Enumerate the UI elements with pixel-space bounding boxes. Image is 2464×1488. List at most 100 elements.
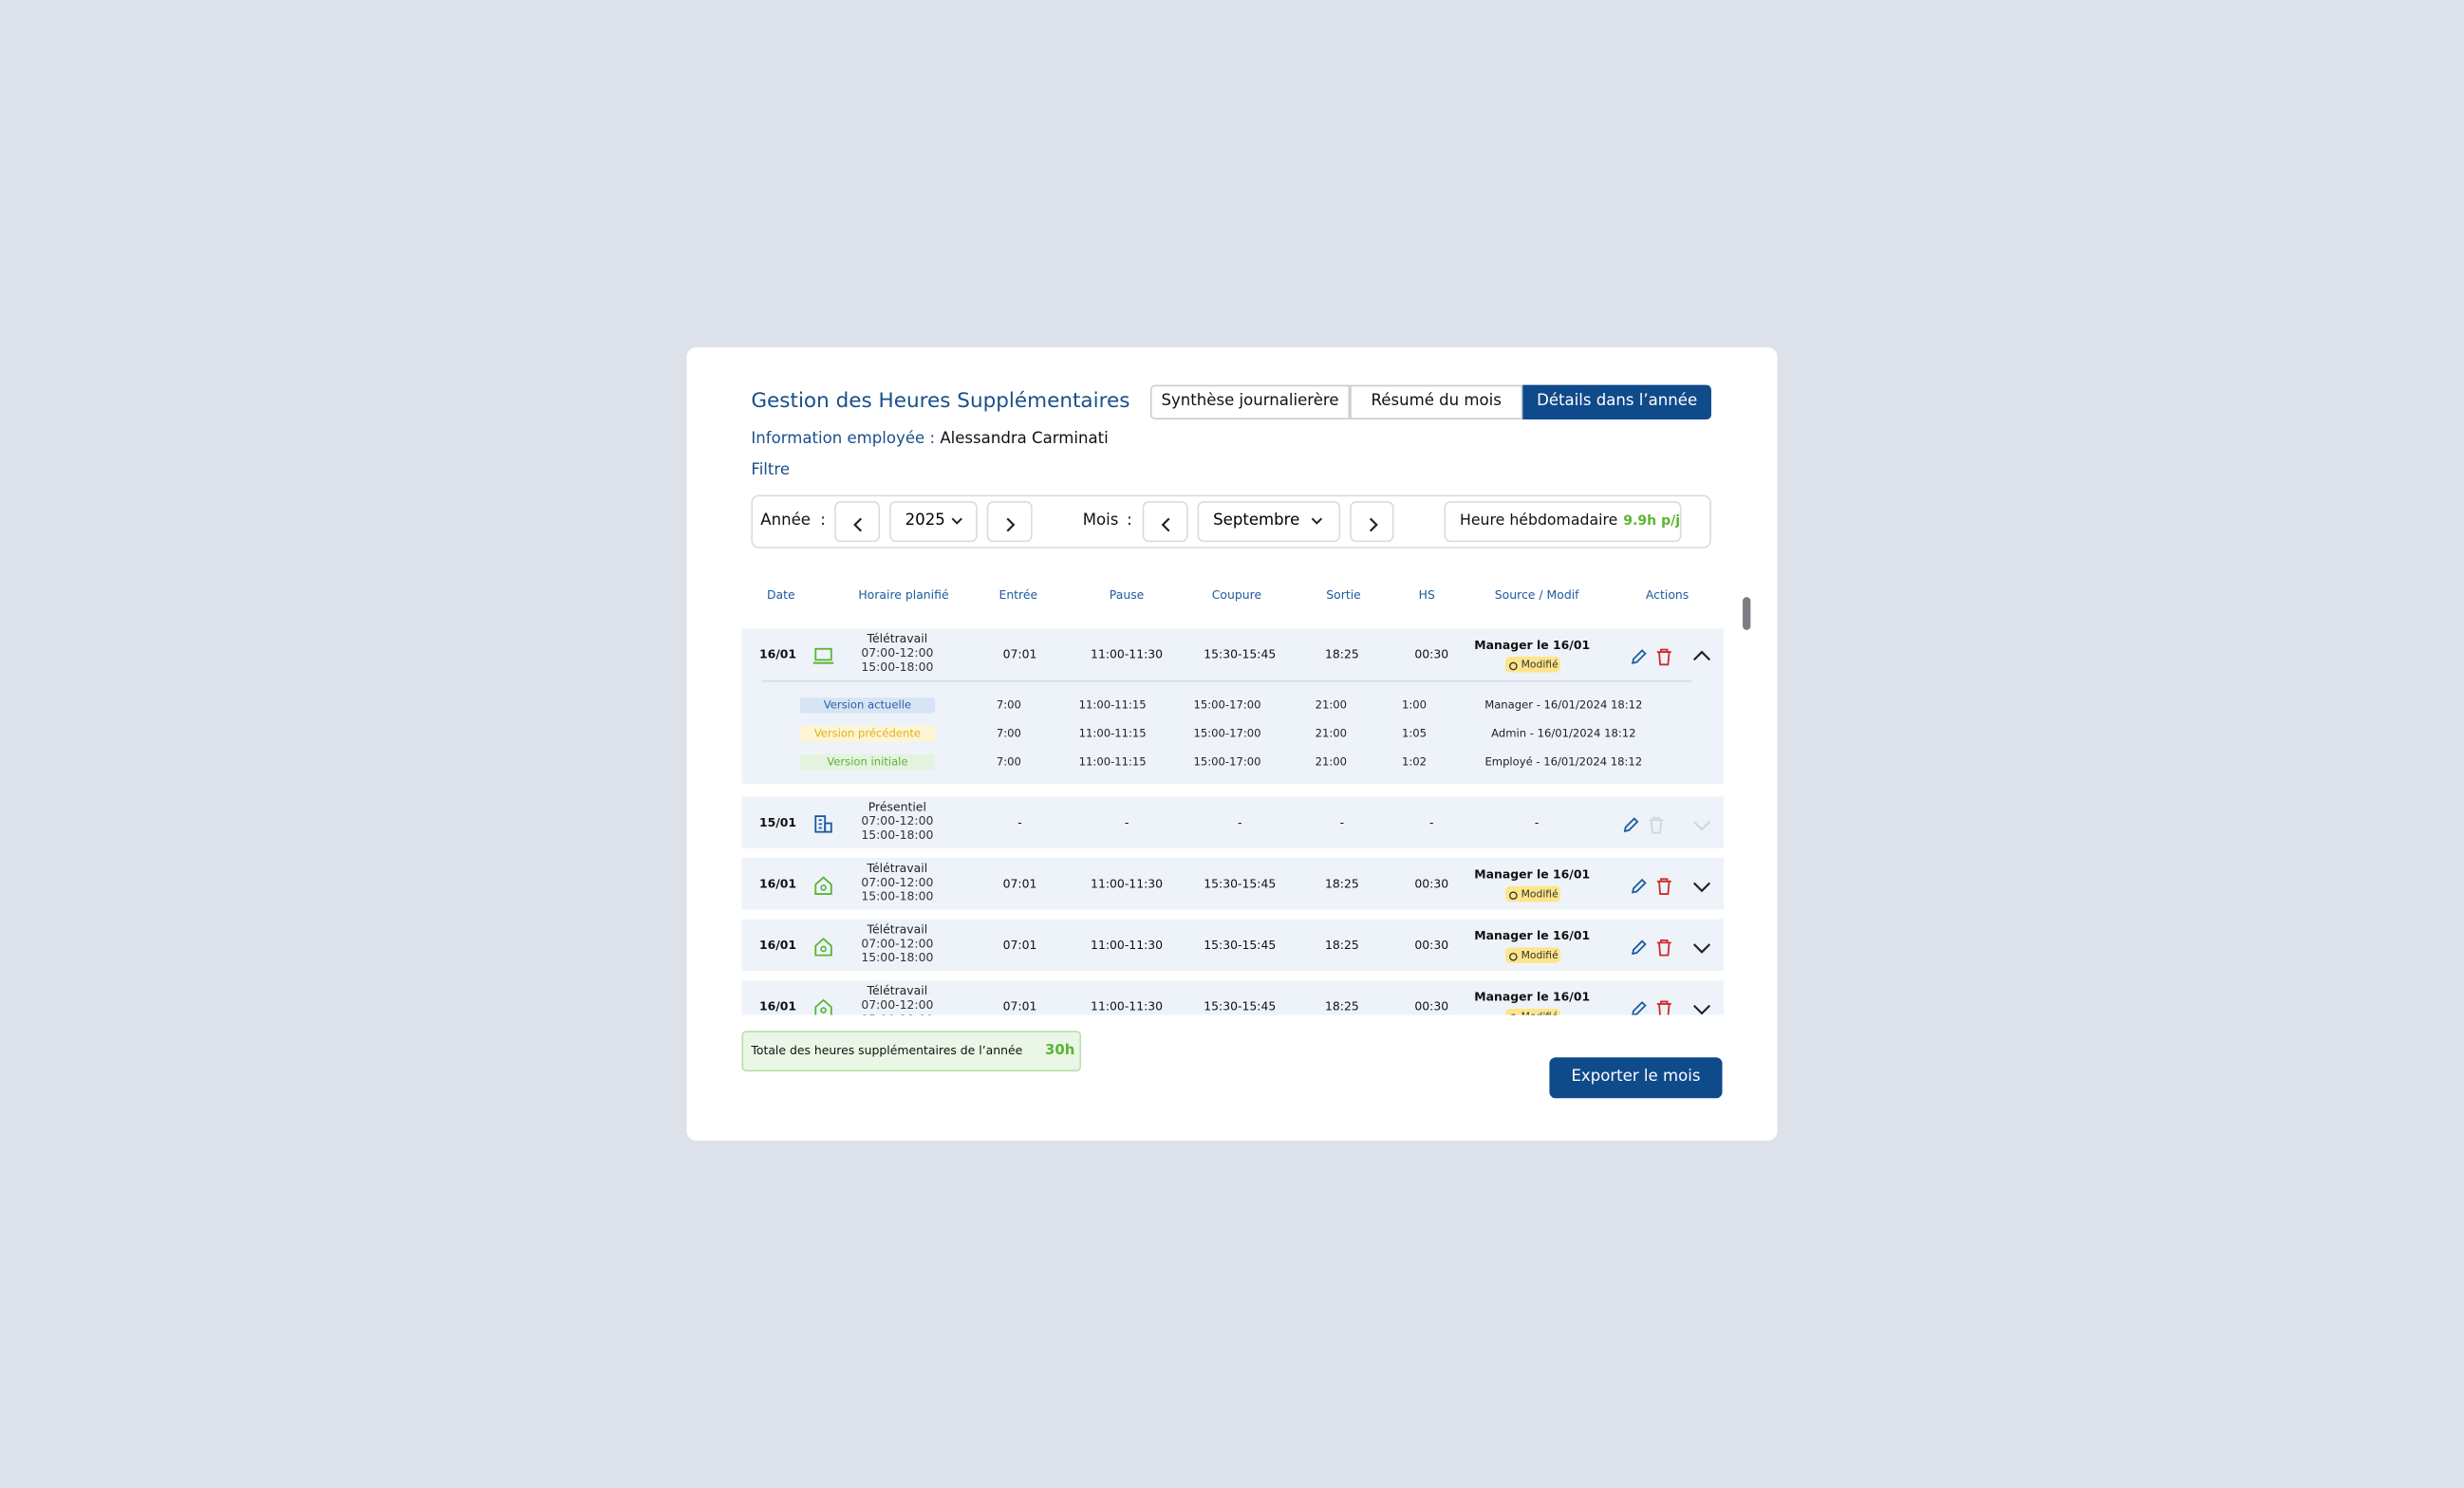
column-header: Pause <box>1109 587 1145 603</box>
table-body: 16/01 Télétravail 07:00-12:00 15:00-18:00 07… <box>741 616 1725 1015</box>
expand-toggle-svg <box>1692 881 1711 892</box>
column-header: Date <box>766 587 795 603</box>
row-sortie: 18:25 <box>1324 998 1359 1014</box>
weekly-box <box>1444 501 1682 543</box>
year-label: Année <box>760 512 812 530</box>
version-pause: 11:00-11:15 <box>1078 755 1147 769</box>
version-entree: 7:00 <box>996 755 1021 769</box>
row-coupure: 15:30-15:45 <box>1204 937 1277 952</box>
employee-label: Information employée : <box>751 430 936 448</box>
year-separator: : <box>820 512 826 530</box>
expand-toggle-svg <box>1692 942 1711 953</box>
expand-toggle[interactable] <box>1690 811 1712 833</box>
row-date: 16/01 <box>758 875 797 890</box>
delete-button-svg <box>1656 999 1671 1015</box>
delete-button[interactable] <box>1653 873 1675 895</box>
row-planned: 07:00-12:00 <box>861 997 934 1013</box>
version-pause: 11:00-11:15 <box>1078 698 1147 712</box>
delete-button-svg <box>1649 816 1664 833</box>
version-source: Admin - 16/01/2024 18:12 <box>1491 727 1636 740</box>
modified-badge: Modifié <box>1505 657 1561 673</box>
row-source: Manager le 16/01 <box>1474 990 1591 1004</box>
row-mode-icon <box>812 934 834 956</box>
row-pause: - <box>1124 814 1129 829</box>
modified-icon <box>1508 951 1518 961</box>
version-source: Manager - 16/01/2024 18:12 <box>1484 698 1643 712</box>
year-next[interactable] <box>986 501 1033 543</box>
version-coupure: 15:00-17:00 <box>1193 698 1261 712</box>
row-planned: 15:00-18:00 <box>861 660 934 675</box>
modified-icon-svg <box>1509 891 1518 900</box>
tab[interactable]: Résumé du mois <box>1350 384 1523 420</box>
page-title: Gestion des Heures Supplémentaires <box>751 389 1130 414</box>
table-row[interactable] <box>741 796 1725 849</box>
version-sortie: 21:00 <box>1315 727 1348 740</box>
month-next-svg <box>1369 517 1378 532</box>
export-button[interactable]: Exporter le mois <box>1549 1057 1723 1099</box>
edit-button[interactable] <box>1628 934 1650 956</box>
year-prev[interactable] <box>834 501 881 543</box>
row-source: - <box>1534 814 1540 829</box>
delete-button-svg <box>1656 647 1671 665</box>
row-date: 16/01 <box>758 646 797 661</box>
edit-button-svg <box>1632 939 1647 955</box>
month-label: Mois <box>1082 512 1119 530</box>
edit-button-svg <box>1632 878 1647 893</box>
month-prev[interactable] <box>1142 501 1188 543</box>
row-mode-icon-svg <box>812 647 834 663</box>
column-header: Entrée <box>999 587 1038 603</box>
expand-toggle[interactable] <box>1690 873 1712 895</box>
employee-name: Alessandra Carminati <box>935 430 1109 448</box>
edit-button[interactable] <box>1620 811 1642 833</box>
expand-toggle[interactable] <box>1690 934 1712 956</box>
edit-button[interactable] <box>1628 995 1650 1015</box>
year-select[interactable]: 2025 <box>889 501 978 543</box>
delete-button-svg <box>1656 939 1671 956</box>
expand-toggle[interactable] <box>1690 995 1712 1015</box>
month-prev-svg <box>1161 517 1170 532</box>
total-box <box>741 1031 1082 1072</box>
row-planned: 15:00-18:00 <box>741 1011 1054 1014</box>
modified-icon-svg <box>1509 952 1518 961</box>
row-hs: 00:30 <box>1414 875 1449 890</box>
modified-badge: Modifié <box>1505 885 1561 902</box>
row-planned: Télétravail <box>867 921 928 937</box>
tab[interactable]: Synthèse journalierère <box>1149 384 1351 420</box>
row-sortie: 18:25 <box>1324 937 1359 952</box>
year-dropdown-arrow-svg <box>951 517 962 525</box>
row-pause: 11:00-11:30 <box>1091 998 1164 1014</box>
delete-button-svg <box>1656 877 1671 895</box>
tab[interactable]: Détails dans l’année <box>1522 384 1711 420</box>
edit-button[interactable] <box>1628 643 1650 665</box>
month-dropdown-arrow-svg <box>1311 517 1323 525</box>
row-date: 15/01 <box>758 814 797 829</box>
row-coupure: 15:30-15:45 <box>1204 875 1277 890</box>
edit-button-svg <box>1632 648 1647 663</box>
table-row[interactable] <box>741 857 1725 910</box>
row-planned: Présentiel <box>868 799 926 814</box>
table-row[interactable] <box>741 980 1725 1015</box>
version-badge: Version précédente <box>799 725 936 742</box>
edit-button[interactable] <box>1628 873 1650 895</box>
row-date: 16/01 <box>758 937 797 952</box>
delete-button[interactable] <box>1653 995 1675 1015</box>
row-entree: 07:01 <box>1002 875 1037 890</box>
table-row[interactable] <box>741 919 1725 972</box>
version-sortie: 21:00 <box>1315 698 1348 712</box>
column-header: HS <box>1418 587 1435 603</box>
row-planned: Télétravail <box>867 861 928 876</box>
row-sortie: 18:25 <box>1324 646 1359 661</box>
row-mode-icon <box>812 873 834 895</box>
version-badge: Version initiale <box>799 753 936 771</box>
row-hs: 00:30 <box>1414 937 1449 952</box>
row-hs: - <box>1429 814 1434 829</box>
month-next[interactable] <box>1350 501 1394 543</box>
row-coupure: 15:30-15:45 <box>1204 998 1277 1014</box>
row-mode-icon-svg <box>814 937 832 956</box>
delete-button[interactable] <box>1653 643 1675 665</box>
column-header: Horaire planifié <box>858 587 949 603</box>
delete-button[interactable] <box>1653 934 1675 956</box>
row-source: Manager le 16/01 <box>1474 928 1591 943</box>
expand-toggle[interactable] <box>1690 643 1712 665</box>
